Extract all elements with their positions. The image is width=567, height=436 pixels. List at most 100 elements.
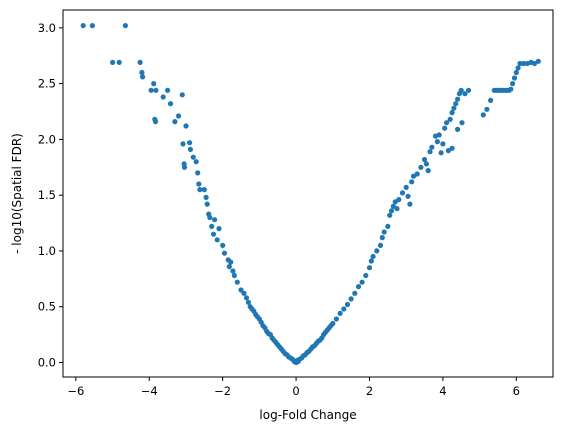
data-point — [116, 59, 122, 65]
data-point — [333, 316, 339, 322]
axes-frame — [62, 9, 554, 378]
y-tick-label: 0.5 — [38, 300, 56, 314]
data-point — [427, 149, 433, 155]
x-tick-label: −4 — [141, 384, 158, 398]
x-tick-label: 0 — [292, 384, 299, 398]
data-point — [344, 301, 351, 308]
data-point — [449, 110, 455, 116]
data-point — [480, 112, 486, 118]
data-point — [230, 268, 236, 274]
data-point — [214, 237, 220, 243]
data-point — [89, 23, 95, 29]
data-point — [231, 272, 237, 279]
data-point — [418, 164, 424, 170]
x-ticks: −6 −4 −2 0 2 4 6 — [67, 377, 520, 398]
data-point — [440, 141, 446, 147]
data-point — [449, 145, 455, 151]
data-point — [436, 132, 442, 138]
data-point — [216, 226, 222, 232]
x-tick-label: 4 — [439, 384, 446, 398]
data-point — [245, 299, 251, 305]
data-point — [513, 69, 519, 76]
y-axis-label: - log10(Spatial FDR) — [10, 133, 24, 254]
data-point — [366, 265, 373, 271]
data-point — [445, 148, 451, 154]
data-point — [122, 23, 128, 29]
data-point — [405, 193, 411, 199]
data-point — [429, 144, 435, 150]
data-point — [172, 119, 178, 125]
data-point — [352, 290, 358, 296]
data-point — [243, 295, 250, 301]
data-point — [341, 306, 347, 312]
x-tick-label: 2 — [366, 384, 373, 398]
data-point — [466, 87, 472, 93]
y-tick-label: 1.0 — [38, 244, 56, 258]
x-tick-label: 6 — [513, 384, 520, 398]
data-point — [442, 125, 448, 131]
data-point — [190, 154, 196, 160]
data-point — [381, 229, 387, 235]
data-point — [139, 69, 145, 76]
y-tick-label: 2.0 — [38, 132, 56, 146]
data-point — [160, 94, 166, 100]
data-point — [140, 74, 146, 80]
data-point — [197, 187, 203, 193]
data-point — [434, 139, 440, 145]
data-point — [187, 146, 193, 152]
data-point — [515, 65, 521, 71]
data-point — [152, 119, 159, 125]
data-point — [399, 190, 406, 196]
data-point — [484, 106, 490, 112]
data-point — [196, 181, 202, 187]
data-point — [201, 187, 207, 193]
data-point — [390, 203, 396, 209]
data-point — [403, 184, 409, 190]
data-point — [204, 201, 210, 207]
data-point — [447, 116, 453, 122]
data-point — [348, 296, 354, 302]
data-point — [238, 287, 244, 293]
data-point — [180, 141, 186, 147]
data-point — [359, 279, 365, 285]
data-point — [151, 81, 157, 87]
data-point — [444, 120, 450, 126]
data-point — [148, 87, 154, 93]
data-point — [221, 250, 228, 256]
data-point — [337, 310, 343, 316]
data-point — [438, 150, 444, 156]
data-point — [509, 81, 516, 87]
data-point — [209, 223, 215, 229]
data-point — [234, 279, 240, 285]
data-point — [203, 194, 209, 200]
data-point — [226, 264, 232, 270]
data-point — [458, 87, 464, 93]
y-tick-label: 2.5 — [38, 77, 56, 91]
data-point — [387, 212, 393, 218]
data-point — [379, 235, 385, 241]
data-point — [80, 23, 86, 29]
data-point — [179, 92, 185, 98]
y-ticks: 0.0 0.5 1.0 1.5 2.0 2.5 3.0 — [38, 21, 63, 369]
data-point — [421, 156, 428, 163]
data-point — [385, 223, 391, 229]
data-point — [517, 60, 523, 67]
data-point — [330, 320, 336, 327]
data-point — [363, 272, 369, 279]
data-point — [407, 201, 413, 207]
y-tick-label: 1.5 — [38, 188, 56, 202]
data-point — [488, 97, 494, 103]
data-point — [455, 96, 461, 102]
data-point — [165, 87, 171, 93]
data-point — [511, 75, 518, 81]
x-tick-label: −6 — [67, 384, 84, 398]
data-point — [374, 248, 380, 254]
data-point — [183, 123, 189, 129]
data-point — [453, 101, 459, 107]
data-point — [455, 126, 461, 132]
data-point — [409, 179, 415, 185]
data-point — [388, 208, 395, 214]
data-point — [521, 60, 527, 67]
